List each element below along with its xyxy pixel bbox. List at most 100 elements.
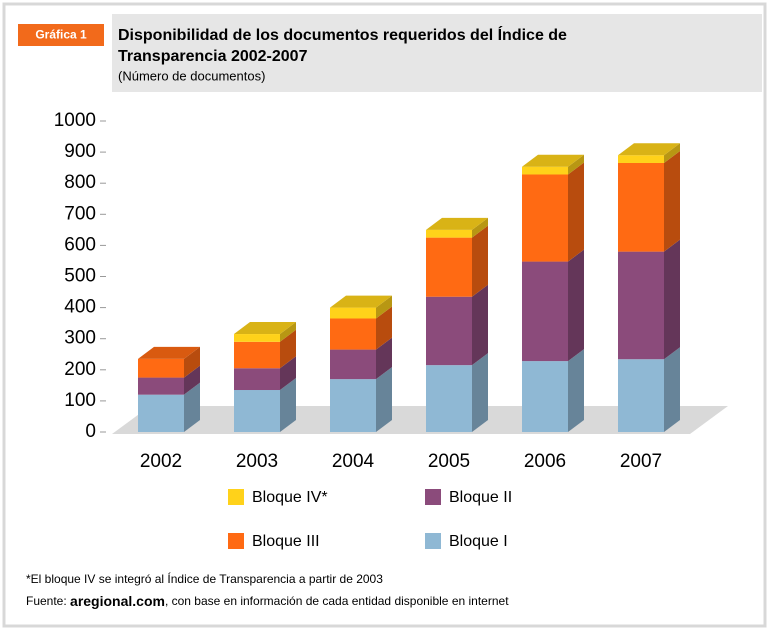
chart-subtitle: (Número de documentos) — [118, 68, 265, 83]
bar-side — [472, 284, 488, 366]
bar-segment — [618, 143, 680, 163]
legend-swatch — [228, 489, 244, 505]
bar-side — [568, 162, 584, 262]
legend-label: Bloque I — [449, 533, 508, 550]
y-tick-label: 400 — [64, 297, 96, 318]
bar-segment — [234, 378, 296, 432]
x-tick-label: 2002 — [140, 451, 182, 472]
bar-segment — [618, 347, 680, 432]
bar-top — [618, 143, 680, 156]
x-tick-label: 2003 — [236, 451, 278, 472]
source: Fuente: aregional.com, con base en infor… — [26, 593, 509, 609]
bar-segment — [138, 346, 200, 378]
legend-swatch — [425, 533, 441, 549]
bar-segment — [426, 353, 488, 432]
bar-segment — [234, 356, 296, 391]
bar-side — [376, 367, 392, 432]
bar-front — [426, 237, 472, 297]
bar-side — [184, 365, 200, 395]
bar-front — [330, 379, 376, 432]
bar-segment — [234, 322, 296, 342]
bar-front — [330, 318, 376, 350]
source-site: aregional.com — [70, 593, 165, 609]
bar-side — [280, 322, 296, 342]
bar-segment — [618, 239, 680, 360]
bar-segment — [138, 382, 200, 432]
bar-front — [426, 365, 472, 432]
bar-front — [522, 361, 568, 432]
x-tick-label: 2006 — [524, 451, 566, 472]
y-tick-label: 300 — [64, 328, 96, 349]
bar-segment — [330, 295, 392, 319]
header-band — [112, 14, 762, 92]
bar-side — [280, 378, 296, 432]
x-tick-label: 2005 — [428, 451, 470, 472]
source-rest: , con base en información de cada entida… — [165, 594, 509, 608]
bar-side — [280, 356, 296, 391]
bar-front — [234, 334, 280, 342]
bar-segment — [522, 249, 584, 362]
bar-front — [234, 341, 280, 369]
bar-front — [618, 251, 664, 360]
y-tick-label: 1000 — [54, 110, 96, 131]
bar-front — [234, 390, 280, 432]
bar-side — [184, 382, 200, 432]
bar-segment — [234, 329, 296, 369]
bar-front — [138, 377, 184, 395]
y-tick-label: 500 — [64, 266, 96, 287]
bar-side — [568, 249, 584, 362]
bar-top — [426, 217, 488, 230]
bar-segment — [522, 154, 584, 175]
bar-side — [184, 346, 200, 378]
badge — [18, 24, 104, 46]
chart-title: Disponibilidad de los documentos requeri… — [118, 25, 567, 44]
bar-front — [618, 359, 664, 432]
y-tick-label: 800 — [64, 172, 96, 193]
bar-side — [472, 217, 488, 238]
y-tick-label: 700 — [64, 203, 96, 224]
bar-segment — [618, 150, 680, 252]
bar-side — [568, 349, 584, 432]
legend-label: Bloque IV* — [252, 489, 328, 506]
badge-text: Gráfica 1 — [35, 28, 87, 42]
bar-segment — [330, 337, 392, 380]
y-tick-label: 0 — [85, 421, 96, 442]
bar-side — [664, 143, 680, 163]
bar-top — [330, 295, 392, 308]
source-prefix: Fuente: — [26, 594, 70, 608]
legend-label: Bloque III — [252, 533, 320, 550]
bar-front — [138, 358, 184, 378]
y-tick-label: 200 — [64, 359, 96, 380]
bar-front — [618, 162, 664, 252]
bar-top — [522, 154, 584, 167]
bar-front — [522, 261, 568, 362]
bar-side — [280, 329, 296, 369]
chart-title: Transparencia 2002-2007 — [118, 48, 308, 65]
bar-segment — [522, 162, 584, 262]
bar-front — [330, 307, 376, 319]
bar-front — [330, 349, 376, 380]
bar-front — [522, 174, 568, 262]
bar-side — [376, 295, 392, 319]
bar-side — [664, 347, 680, 432]
y-tick-label: 900 — [64, 141, 96, 162]
bar-side — [376, 337, 392, 380]
bar-top — [138, 346, 200, 359]
bar-top — [234, 322, 296, 335]
bar-segment — [426, 225, 488, 297]
bar-front — [138, 394, 184, 432]
x-tick-label: 2004 — [332, 451, 375, 472]
y-tick-label: 100 — [64, 390, 96, 411]
bar-side — [376, 306, 392, 350]
bar-side — [664, 239, 680, 360]
bar-front — [618, 155, 664, 163]
footnote: *El bloque IV se integró al Índice de Tr… — [26, 571, 383, 586]
bar-side — [472, 353, 488, 432]
bar-segment — [330, 306, 392, 350]
bar-side — [568, 154, 584, 175]
bar-segment — [426, 284, 488, 366]
bar-front — [234, 368, 280, 391]
y-tick-label: 600 — [64, 234, 96, 255]
